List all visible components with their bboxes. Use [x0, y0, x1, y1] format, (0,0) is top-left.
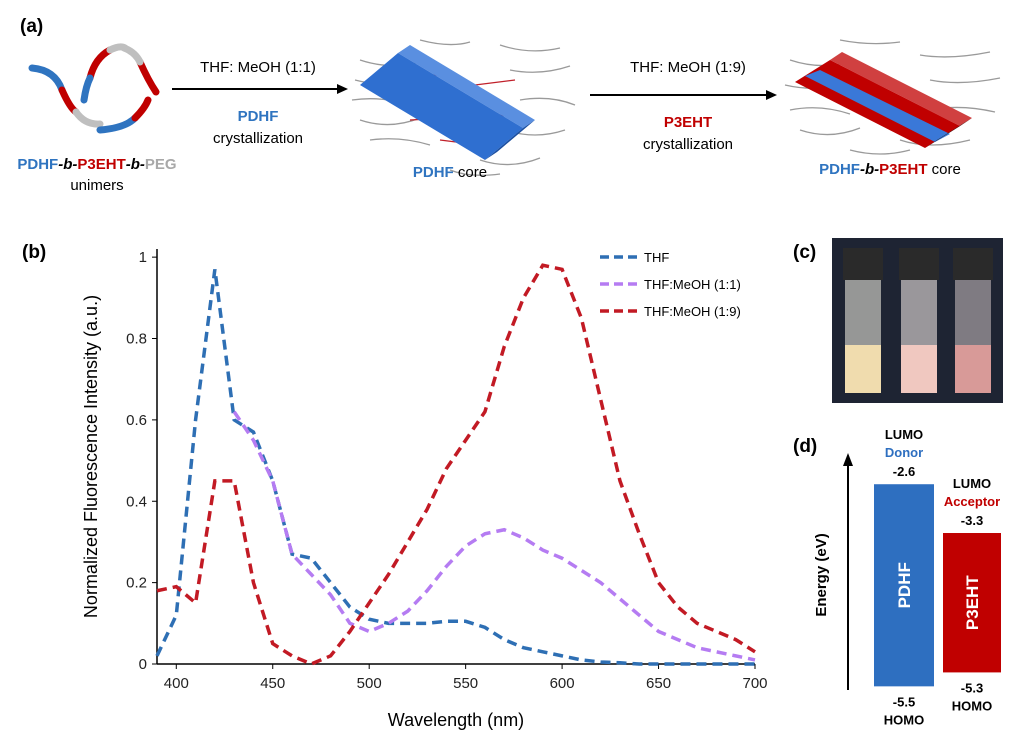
arrowhead [766, 90, 777, 100]
x-tick-label: 450 [260, 675, 285, 692]
step-process: crystallization [643, 136, 733, 153]
core-part: core [454, 164, 487, 181]
x-tick-label: 400 [164, 675, 189, 692]
lumo-value: -2.6 [893, 464, 915, 479]
step-polymer: PDHF [238, 108, 279, 125]
homo-value: -5.5 [893, 694, 915, 709]
core-part: core [928, 161, 961, 178]
series-line [232, 410, 756, 662]
homo-value: -5.3 [961, 680, 983, 695]
energy-bar [943, 533, 1001, 673]
name-part: P3EHT [77, 156, 125, 173]
y-tick-label: 0.6 [126, 412, 147, 429]
unimer-caption: unimers [70, 177, 123, 194]
step-condition: THF: MeOH (1:9) [630, 59, 746, 76]
x-tick-label: 550 [453, 675, 478, 692]
x-tick-label: 650 [646, 675, 671, 692]
core-part: PDHF [413, 164, 454, 181]
y-tick-label: 0.4 [126, 493, 147, 510]
step-process: crystallization [213, 130, 303, 147]
chart: 400 450 500 550 600 650 700 0 0.2 0.4 0.6 0.8 1 Wavel… [81, 249, 768, 730]
homo-label: HOMO [884, 712, 924, 727]
x-axis-title: Wavelength (nm) [388, 710, 524, 730]
panel-label: (b) [22, 242, 46, 263]
series-line [156, 263, 756, 666]
bar-label: PDHF [895, 562, 914, 608]
name-part: -b- [126, 156, 145, 173]
core-part: -b- [860, 161, 879, 178]
y-tick-label: 1 [139, 249, 147, 266]
role: Donor [885, 445, 923, 460]
legend-label: THF:MeOH (1:1) [644, 277, 741, 292]
step-condition: THF: MeOH (1:1) [200, 59, 316, 76]
lumo-label: LUMO [953, 476, 991, 491]
unimer-name: PDHF-b-P3EHT-b-PEG [17, 156, 176, 173]
x-tick-label: 700 [742, 675, 767, 692]
lumo-label: LUMO [885, 427, 923, 442]
core-part: PDHF [819, 161, 860, 178]
vial-photo [832, 238, 1003, 403]
step-polymer: P3EHT [664, 114, 712, 131]
energy-diagram: PDHF -2.6 Donor LUMO -5.5 HOMO P3EHT -3.3 Accept… [874, 427, 1001, 727]
legend-label: THF [644, 250, 669, 265]
lumo-value: -3.3 [961, 513, 983, 528]
energy-axis-label: Energy (eV) [813, 533, 830, 616]
arrowhead [337, 84, 348, 94]
y-tick-label: 0 [139, 656, 147, 673]
energy-bar [874, 484, 934, 687]
core-label: PDHF core [413, 164, 487, 181]
core-label: PDHF-b-P3EHT core [819, 161, 961, 178]
unimer-chains [28, 43, 160, 134]
y-axis-title: Normalized Fluorescence Intensity (a.u.) [81, 295, 101, 618]
panel-label: (c) [793, 242, 816, 263]
panel-label: (a) [20, 16, 43, 37]
pdhf-core [351, 39, 576, 176]
name-part: PEG [145, 156, 177, 173]
bar-label: P3EHT [963, 575, 982, 630]
role: Acceptor [944, 494, 1000, 509]
y-tick-label: 0.2 [126, 575, 147, 592]
x-tick-label: 500 [357, 675, 382, 692]
homo-label: HOMO [952, 698, 992, 713]
panel-label: (d) [793, 436, 817, 457]
core-part: P3EHT [879, 161, 927, 178]
arrowhead [843, 453, 853, 466]
name-part: PDHF [17, 156, 58, 173]
name-part: -b- [58, 156, 77, 173]
series-line [155, 269, 755, 666]
legend-label: THF:MeOH (1:9) [644, 304, 741, 319]
y-tick-label: 0.8 [126, 331, 147, 348]
x-tick-label: 600 [550, 675, 575, 692]
block-core [784, 39, 1001, 155]
